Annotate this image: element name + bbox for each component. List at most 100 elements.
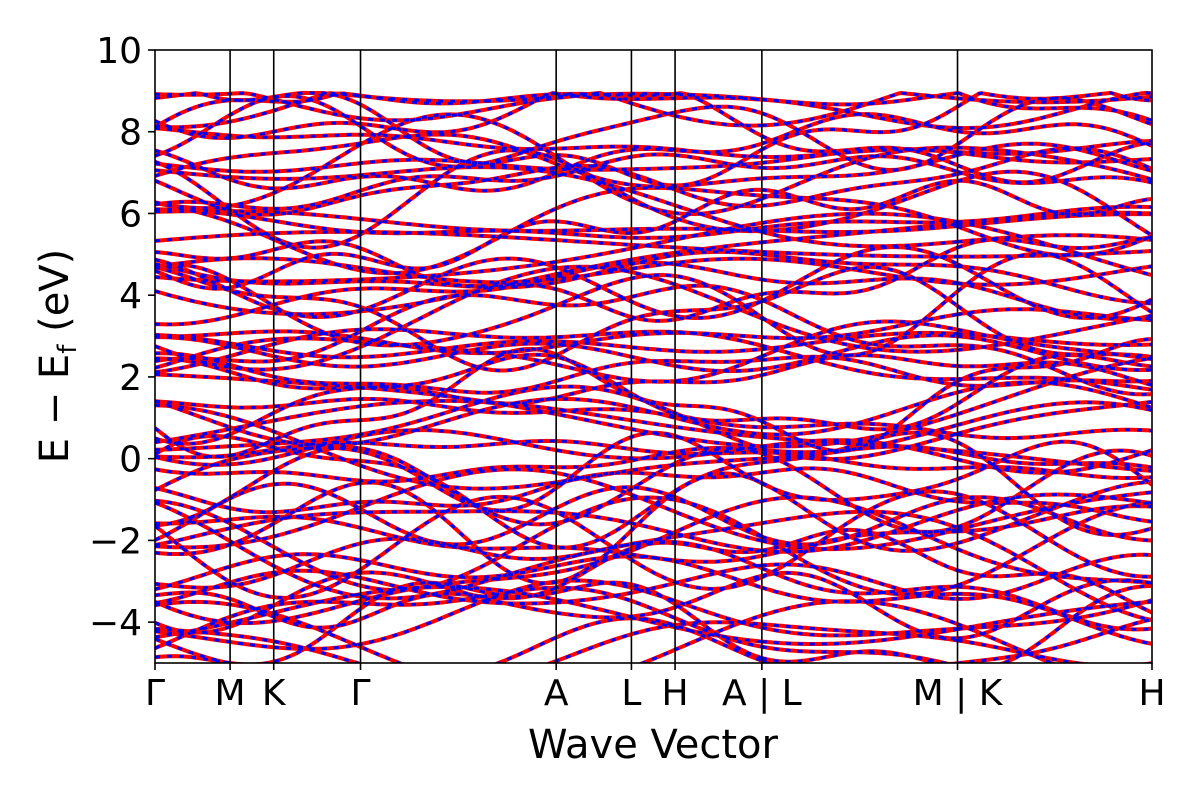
band-line-solid: [761, 112, 958, 146]
band-line-dashed: [957, 343, 1152, 396]
band-line-dashed: [761, 111, 959, 172]
band-line-solid: [761, 343, 958, 382]
band-line-dashed: [155, 284, 763, 363]
band-line-dashed: [957, 249, 1152, 259]
band-line-solid: [956, 96, 1152, 146]
band-line-dashed: [957, 492, 1152, 579]
band-line-dashed: [761, 91, 958, 127]
y-axis: −4 −2 0 2 4 6 8 10: [89, 31, 155, 644]
y-tick-label: 6: [119, 194, 142, 235]
band-line-dashed: [155, 91, 763, 188]
x-tick-label: M: [215, 673, 246, 714]
band-line-dashed: [957, 205, 1152, 224]
band-line-solid: [155, 471, 763, 586]
band-line-dashed: [761, 495, 959, 551]
band-line-dashed: [761, 112, 958, 146]
band-line-dashed: [761, 423, 958, 461]
band-line-dashed: [957, 122, 1152, 148]
band-line-dashed: [761, 412, 958, 448]
band-line-dashed: [957, 499, 1152, 524]
band-line-solid: [155, 514, 763, 564]
band-line-dashed: [155, 434, 763, 550]
band-line-solid: [155, 428, 763, 467]
band-line-dashed: [956, 337, 1152, 383]
band-line-dashed: [761, 148, 958, 159]
band-line-dashed: [957, 568, 1152, 614]
band-line-dashed: [761, 402, 959, 431]
x-tick-label: K: [262, 673, 287, 714]
band-line-dashed: [155, 230, 762, 254]
y-tick-label: 8: [119, 113, 142, 154]
band-line-dashed: [957, 211, 1152, 225]
band-line-solid: [155, 336, 763, 384]
band-line-dashed: [956, 91, 1152, 108]
band-line-solid: [956, 622, 1058, 663]
band-line-dashed: [761, 245, 959, 303]
x-tick-label: Γ: [350, 673, 370, 714]
band-line-dashed: [761, 179, 958, 211]
band-line-dashed: [155, 265, 763, 372]
band-line-dashed: [761, 146, 958, 201]
band-line-solid: [957, 178, 1152, 217]
band-line-dashed: [761, 230, 958, 248]
band-line-dashed: [155, 94, 763, 168]
band-line-dashed: [155, 467, 763, 549]
band-line-dashed: [761, 626, 958, 637]
band-line-solid: [155, 240, 763, 317]
band-line-dashed: [761, 252, 958, 268]
band-line-dashed: [957, 493, 1152, 512]
band-line-dashed: [155, 397, 763, 447]
y-tick-label: −4: [89, 603, 142, 644]
x-axis-label: Wave Vector: [528, 722, 779, 768]
band-line-dashed: [761, 91, 958, 106]
band-line-dashed: [155, 91, 762, 140]
band-line-dashed: [761, 489, 958, 579]
band-line-dashed: [761, 481, 958, 553]
band-line-dashed: [761, 312, 958, 340]
band-line-dashed: [761, 353, 958, 377]
band-line-dashed: [761, 355, 958, 387]
band-line-dashed: [957, 212, 1152, 228]
band-line-dashed: [761, 477, 959, 502]
band-line-dashed: [761, 535, 958, 596]
band-line-solid: [761, 570, 958, 641]
band-line-dashed: [761, 627, 958, 646]
band-line-solid: [155, 152, 763, 211]
band-line-dashed: [761, 257, 958, 285]
band-line-dashed: [957, 451, 1152, 469]
band-line-dashed: [957, 151, 1152, 164]
band-line-dashed: [957, 400, 1152, 436]
band-line-solid: [155, 509, 763, 553]
band-line-dashed: [761, 466, 958, 503]
y-axis-label: E − Ef (eV): [32, 249, 83, 464]
band-line-dashed: [761, 452, 958, 534]
band-line-dashed: [761, 528, 958, 572]
band-line-dashed: [155, 112, 763, 216]
y-tick-label: 2: [119, 358, 142, 399]
band-line-dashed: [155, 239, 763, 323]
band-line-dashed: [761, 432, 958, 461]
band-line-dashed: [761, 250, 958, 259]
band-line-dashed: [155, 482, 763, 546]
x-tick-label: M | K: [913, 673, 1004, 714]
band-line-solid: [155, 351, 763, 395]
band-line-dashed: [761, 649, 942, 663]
band-line-dashed: [761, 290, 959, 357]
band-line-dashed: [155, 578, 763, 651]
band-line-dashed: [956, 304, 1152, 359]
band-line-dashed: [957, 598, 1152, 631]
band-line-dashed: [957, 170, 1152, 185]
band-line-dashed: [155, 403, 762, 491]
band-line-dashed: [155, 439, 762, 459]
band-line-dashed: [761, 220, 958, 230]
band-line-dashed: [956, 262, 1152, 320]
band-line-dashed: [761, 153, 958, 180]
band-line-dashed: [957, 428, 1152, 440]
band-line-dashed: [957, 332, 1152, 347]
band-line-dashed: [957, 233, 1152, 244]
band-line-dashed: [957, 179, 1152, 217]
band-line-dashed: [957, 361, 1152, 387]
band-line-dashed: [957, 480, 1152, 545]
x-tick-label: H: [662, 673, 689, 714]
